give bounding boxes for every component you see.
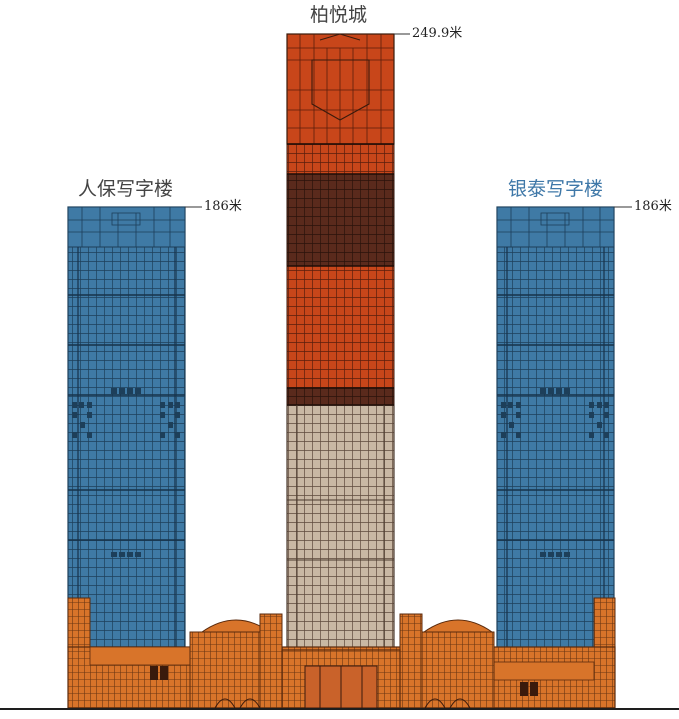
height-label-center: 249.9米 [412, 26, 463, 41]
tower-name-right: 银泰写字楼 [508, 178, 604, 200]
height-label-left: 186米 [204, 199, 242, 214]
height-label-right: 186米 [634, 199, 672, 214]
tower-left [67, 206, 186, 648]
tower-name-center: 柏悦城 [310, 4, 368, 26]
tower-center [286, 33, 395, 651]
podium [0, 597, 679, 710]
tower-right [496, 206, 615, 663]
tower-name-left: 人保写字楼 [78, 178, 174, 200]
